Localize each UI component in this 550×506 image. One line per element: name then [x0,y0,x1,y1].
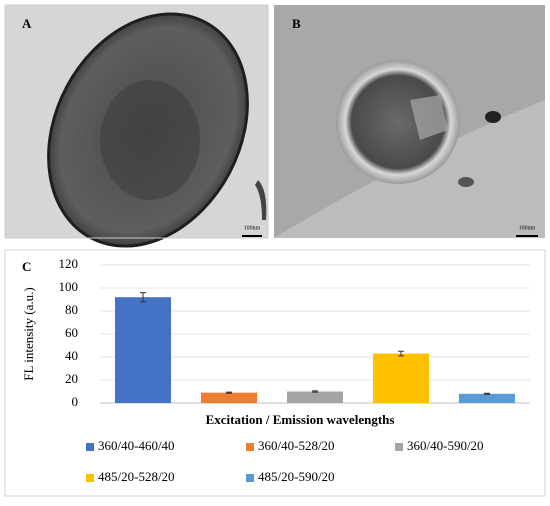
legend-swatch [246,443,254,451]
bar [287,391,343,403]
bar [115,297,171,403]
chart: 0 20 40 60 80 100 120 360/40-460/40 360/40-528/2… [59,256,530,484]
y-tick-label: 0 [72,394,79,409]
legend-swatch [86,443,94,451]
legend-swatch [86,474,94,482]
legend-label: 360/40-528/20 [258,438,335,453]
panel-label: C [22,259,31,274]
bar [459,393,515,403]
error-bar [312,390,318,393]
micrograph-a [4,4,269,248]
legend-label: 485/20-528/20 [98,469,175,484]
error-bar [398,350,404,357]
error-bar [226,391,232,394]
y-tick-label: 100 [59,279,79,294]
panel-label: A [22,16,32,31]
y-tick-label: 120 [59,256,79,271]
panel-label: B [292,16,301,31]
error-bar [484,392,490,395]
micrograph-b [274,5,545,238]
y-axis-label: FL intensity (a.u.) [21,287,36,380]
legend-swatch [395,443,403,451]
bar [201,392,257,403]
bar [373,353,429,403]
chart-frame [4,249,546,497]
scale-bar-label: 100nm [519,225,536,231]
y-tick-label: 80 [65,302,78,317]
legend-label: 360/40-590/20 [407,438,484,453]
x-axis-label: Excitation / Emission wavelengths [206,412,395,427]
error-bar [140,292,146,303]
y-tick-label: 60 [65,325,78,340]
legend-label: 485/20-590/20 [258,469,335,484]
y-tick-label: 40 [65,348,78,363]
y-tick-label: 20 [65,371,78,386]
legend-swatch [246,474,254,482]
scale-bar-label: 100nm [244,225,261,231]
legend-label: 360/40-460/40 [98,438,175,453]
